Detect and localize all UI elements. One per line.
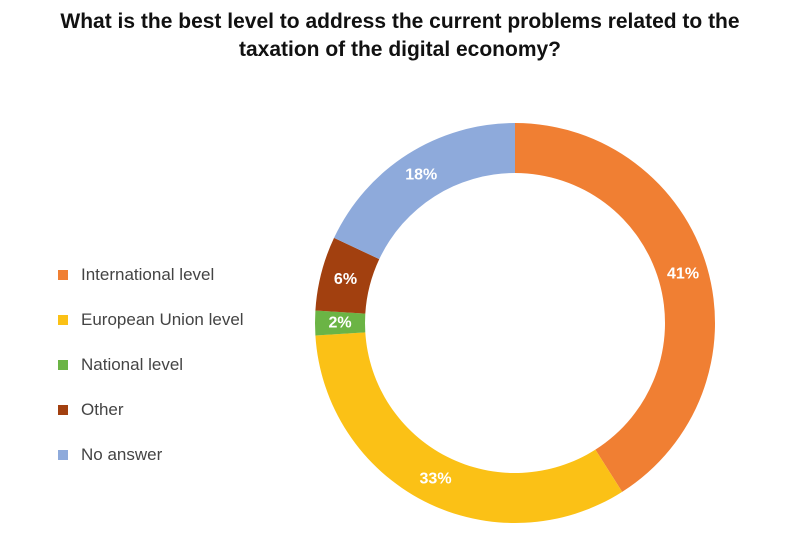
legend-label-european-union: European Union level (81, 309, 244, 329)
legend-label-other: Other (81, 399, 124, 419)
data-label-european-union: 33% (420, 470, 452, 487)
data-label-other: 6% (334, 271, 357, 288)
legend-item-national: National level (58, 342, 244, 387)
data-label-national: 2% (328, 315, 351, 332)
data-label-international: 41% (667, 266, 699, 283)
legend-item-european-union: European Union level (58, 297, 244, 342)
chart-title-line-1: What is the best level to address the cu… (60, 10, 740, 33)
legend-swatch-national (58, 359, 68, 370)
legend-swatch-no-answer (58, 449, 68, 460)
legend-label-national: National level (81, 354, 184, 374)
legend-swatch-international (58, 269, 68, 280)
legend-label-no-answer: No answer (81, 444, 163, 464)
donut-slice-other (315, 237, 380, 314)
donut-slice-international (515, 123, 715, 492)
legend-swatch-european-union (58, 314, 68, 325)
chart-legend: International level European Union level… (58, 252, 244, 477)
chart-title-line-2: taxation of the digital economy? (238, 38, 562, 61)
data-label-no-answer: 18% (405, 167, 437, 184)
donut-slice-no-answer (334, 123, 515, 260)
donut-slice-european-union (315, 332, 623, 523)
legend-swatch-other (58, 404, 68, 415)
legend-item-other: Other (58, 387, 244, 432)
legend-item-international: International level (58, 252, 244, 297)
legend-item-no-answer: No answer (58, 432, 244, 477)
legend-label-international: International level (81, 264, 215, 284)
chart-title: What is the best level to address the cu… (0, 8, 800, 64)
donut-slice-national (315, 310, 366, 336)
